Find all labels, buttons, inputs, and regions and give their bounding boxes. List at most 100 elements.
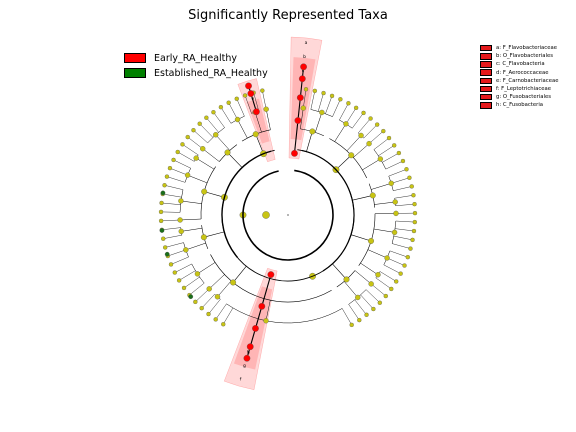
branch-line (202, 148, 220, 162)
taxon-node (213, 132, 219, 138)
taxon-node (371, 306, 376, 312)
branch-line (167, 249, 186, 257)
taxon-node (185, 134, 190, 140)
branch-line (201, 294, 215, 309)
branch-line (371, 283, 386, 297)
branch-line (189, 282, 205, 296)
taxon-node (246, 343, 254, 351)
branch-line (341, 308, 352, 325)
key-label: f: F_Leptotrichiaceae (496, 86, 552, 93)
branch-line (306, 131, 313, 152)
taxon-node (262, 211, 270, 219)
branch-line (374, 201, 396, 205)
taxon-node (160, 190, 166, 196)
taxon-node (368, 116, 373, 121)
taxon-node (159, 228, 165, 233)
taxon-node (218, 105, 224, 110)
branch-line (394, 195, 414, 199)
taxon-node (391, 229, 398, 236)
branch-line (204, 191, 225, 198)
taxon-node (355, 294, 361, 301)
key-label: d: F_Aerococcaceae (496, 69, 549, 76)
branch-line (388, 169, 407, 177)
order-arc (210, 254, 332, 303)
class-arc (228, 214, 355, 282)
taxon-node (159, 200, 164, 206)
branch-line (383, 264, 401, 274)
branch-line (161, 227, 181, 231)
taxon-node (243, 354, 251, 362)
taxon-node (191, 128, 196, 133)
taxon-node (377, 156, 384, 162)
branch-line (348, 304, 360, 321)
taxon-node (168, 262, 174, 267)
taxon-node (213, 317, 218, 322)
key-row: a: F_Flavobacteriaceae (480, 44, 558, 52)
taxon-node (206, 286, 212, 292)
branch-line (367, 249, 388, 259)
taxon-node (410, 237, 415, 243)
taxon-node (357, 317, 362, 323)
branch-line (300, 108, 304, 129)
taxon-node (309, 128, 316, 135)
key-label: h: C_Fusobacteria (496, 102, 544, 109)
branch-line (339, 103, 349, 121)
branch-line (352, 112, 364, 129)
branch-line (373, 228, 395, 233)
taxon-node (245, 82, 252, 90)
taxon-node (200, 234, 207, 241)
branch-line (244, 95, 252, 114)
taxon-node (338, 97, 343, 102)
key-row: d: F_Aerococcaceae (480, 69, 558, 77)
branch-line (293, 120, 299, 154)
class-arc (221, 161, 250, 241)
branch-line (373, 137, 390, 150)
taxon-node (392, 143, 397, 148)
key-swatch (480, 69, 492, 76)
taxon-node (162, 183, 167, 188)
taxon-node (412, 219, 417, 225)
taxon-node (167, 165, 173, 171)
branch-line (173, 159, 191, 169)
taxon-node (343, 121, 349, 127)
branch-line (395, 203, 415, 206)
branch-line (183, 276, 200, 289)
branch-line (362, 158, 381, 171)
clade-highlight (237, 78, 276, 163)
taxon-node (180, 142, 185, 147)
branch-line (391, 177, 410, 184)
taxon-node (158, 209, 164, 215)
taxon-node (267, 271, 275, 278)
taxon-node (194, 271, 201, 277)
branch-line (358, 118, 371, 134)
branch-line (227, 152, 243, 168)
branch-line (180, 218, 202, 221)
taxon-node (364, 312, 369, 317)
branch-line (332, 99, 341, 117)
branch-line (350, 234, 372, 242)
branch-line (297, 97, 301, 121)
branch-line (354, 299, 367, 315)
branch-line (174, 263, 192, 273)
branch-line (217, 280, 232, 297)
taxon-node (393, 210, 399, 217)
node-layer (158, 63, 418, 362)
branch-line (254, 112, 262, 133)
taxon-node (175, 149, 180, 155)
branch-line (352, 195, 373, 201)
branch-line (343, 281, 358, 298)
branch-line (345, 107, 357, 124)
taxon-node (411, 193, 416, 198)
branch-line (346, 135, 362, 152)
taxon-node (296, 94, 304, 102)
phylum-arc (242, 169, 334, 261)
key-label: e: F_Carnobacteriaceae (496, 77, 559, 84)
branch-line (213, 112, 225, 128)
taxon-node (230, 279, 237, 286)
taxon-node (224, 149, 231, 156)
branch-line (360, 262, 379, 275)
taxon-node (389, 286, 394, 292)
taxon-node (172, 270, 177, 275)
taxon-node (412, 201, 417, 207)
branch-line (325, 95, 333, 114)
